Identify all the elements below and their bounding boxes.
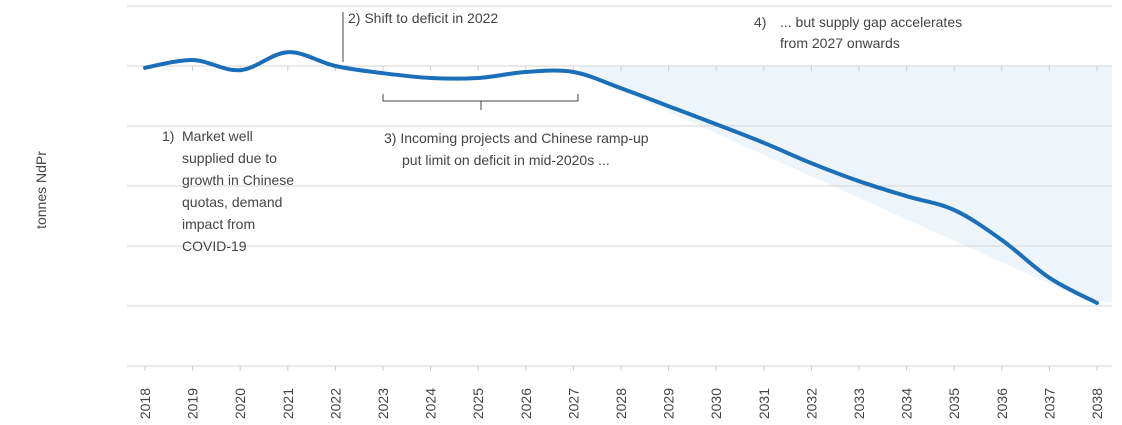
x-tick-label: 2025 [470, 388, 486, 419]
annotation: 4) [754, 14, 766, 30]
plot: 2018 2019 2020 2021 2022 2023 2024 2025 2026 2027… [127, 5, 1112, 419]
x-tick-label: 2031 [756, 388, 772, 419]
annotation: COVID-19 [182, 238, 247, 254]
annotation: Market well [182, 128, 253, 144]
x-tick-label: 2032 [803, 388, 819, 419]
annotation: from 2027 onwards [780, 35, 900, 51]
x-tick-label: 2037 [1041, 388, 1057, 419]
x-tick-label: 2034 [899, 388, 915, 419]
x-tick-label: 2023 [375, 388, 391, 419]
x-tick-label: 2035 [946, 388, 962, 419]
annotation: 2) Shift to deficit in 2022 [348, 10, 498, 26]
annotation: supplied due to [182, 150, 277, 166]
x-tick-label: 2033 [851, 388, 867, 419]
x-tick-label: 2026 [518, 388, 534, 419]
x-tick-label: 2027 [565, 388, 581, 419]
x-tick-label: 2019 [185, 388, 201, 419]
annotation-bracket [382, 94, 579, 110]
annotation: put limit on deficit in mid-2020s ... [402, 152, 610, 168]
annotation: 3) Incoming projects and Chinese ramp-up [384, 130, 649, 146]
x-tick-label: 2028 [613, 388, 629, 419]
x-tick-label: 2022 [327, 388, 343, 419]
x-tick-label: 2036 [994, 388, 1010, 419]
annotation: 1) [162, 128, 174, 144]
x-tick-label: 2029 [661, 388, 677, 419]
x-tick-label: 2018 [137, 388, 153, 419]
y-axis-label: tonnes NdPr [33, 151, 49, 229]
x-tick-label: 2030 [708, 388, 724, 419]
x-tick-label: 2038 [1089, 388, 1105, 419]
annotation: ... but supply gap accelerates [780, 14, 962, 30]
x-tick-label: 2024 [423, 388, 439, 419]
annotation: growth in Chinese [182, 172, 294, 188]
x-tick-label: 2020 [232, 388, 248, 419]
series-line [143, 50, 1099, 305]
annotation: quotas, demand [182, 194, 282, 210]
annotation: impact from [182, 216, 255, 232]
x-tick-label: 2021 [280, 388, 296, 419]
